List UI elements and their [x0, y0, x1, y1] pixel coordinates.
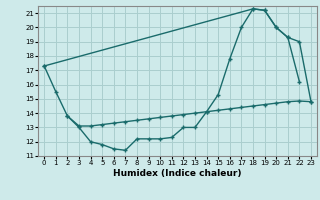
- X-axis label: Humidex (Indice chaleur): Humidex (Indice chaleur): [113, 169, 242, 178]
